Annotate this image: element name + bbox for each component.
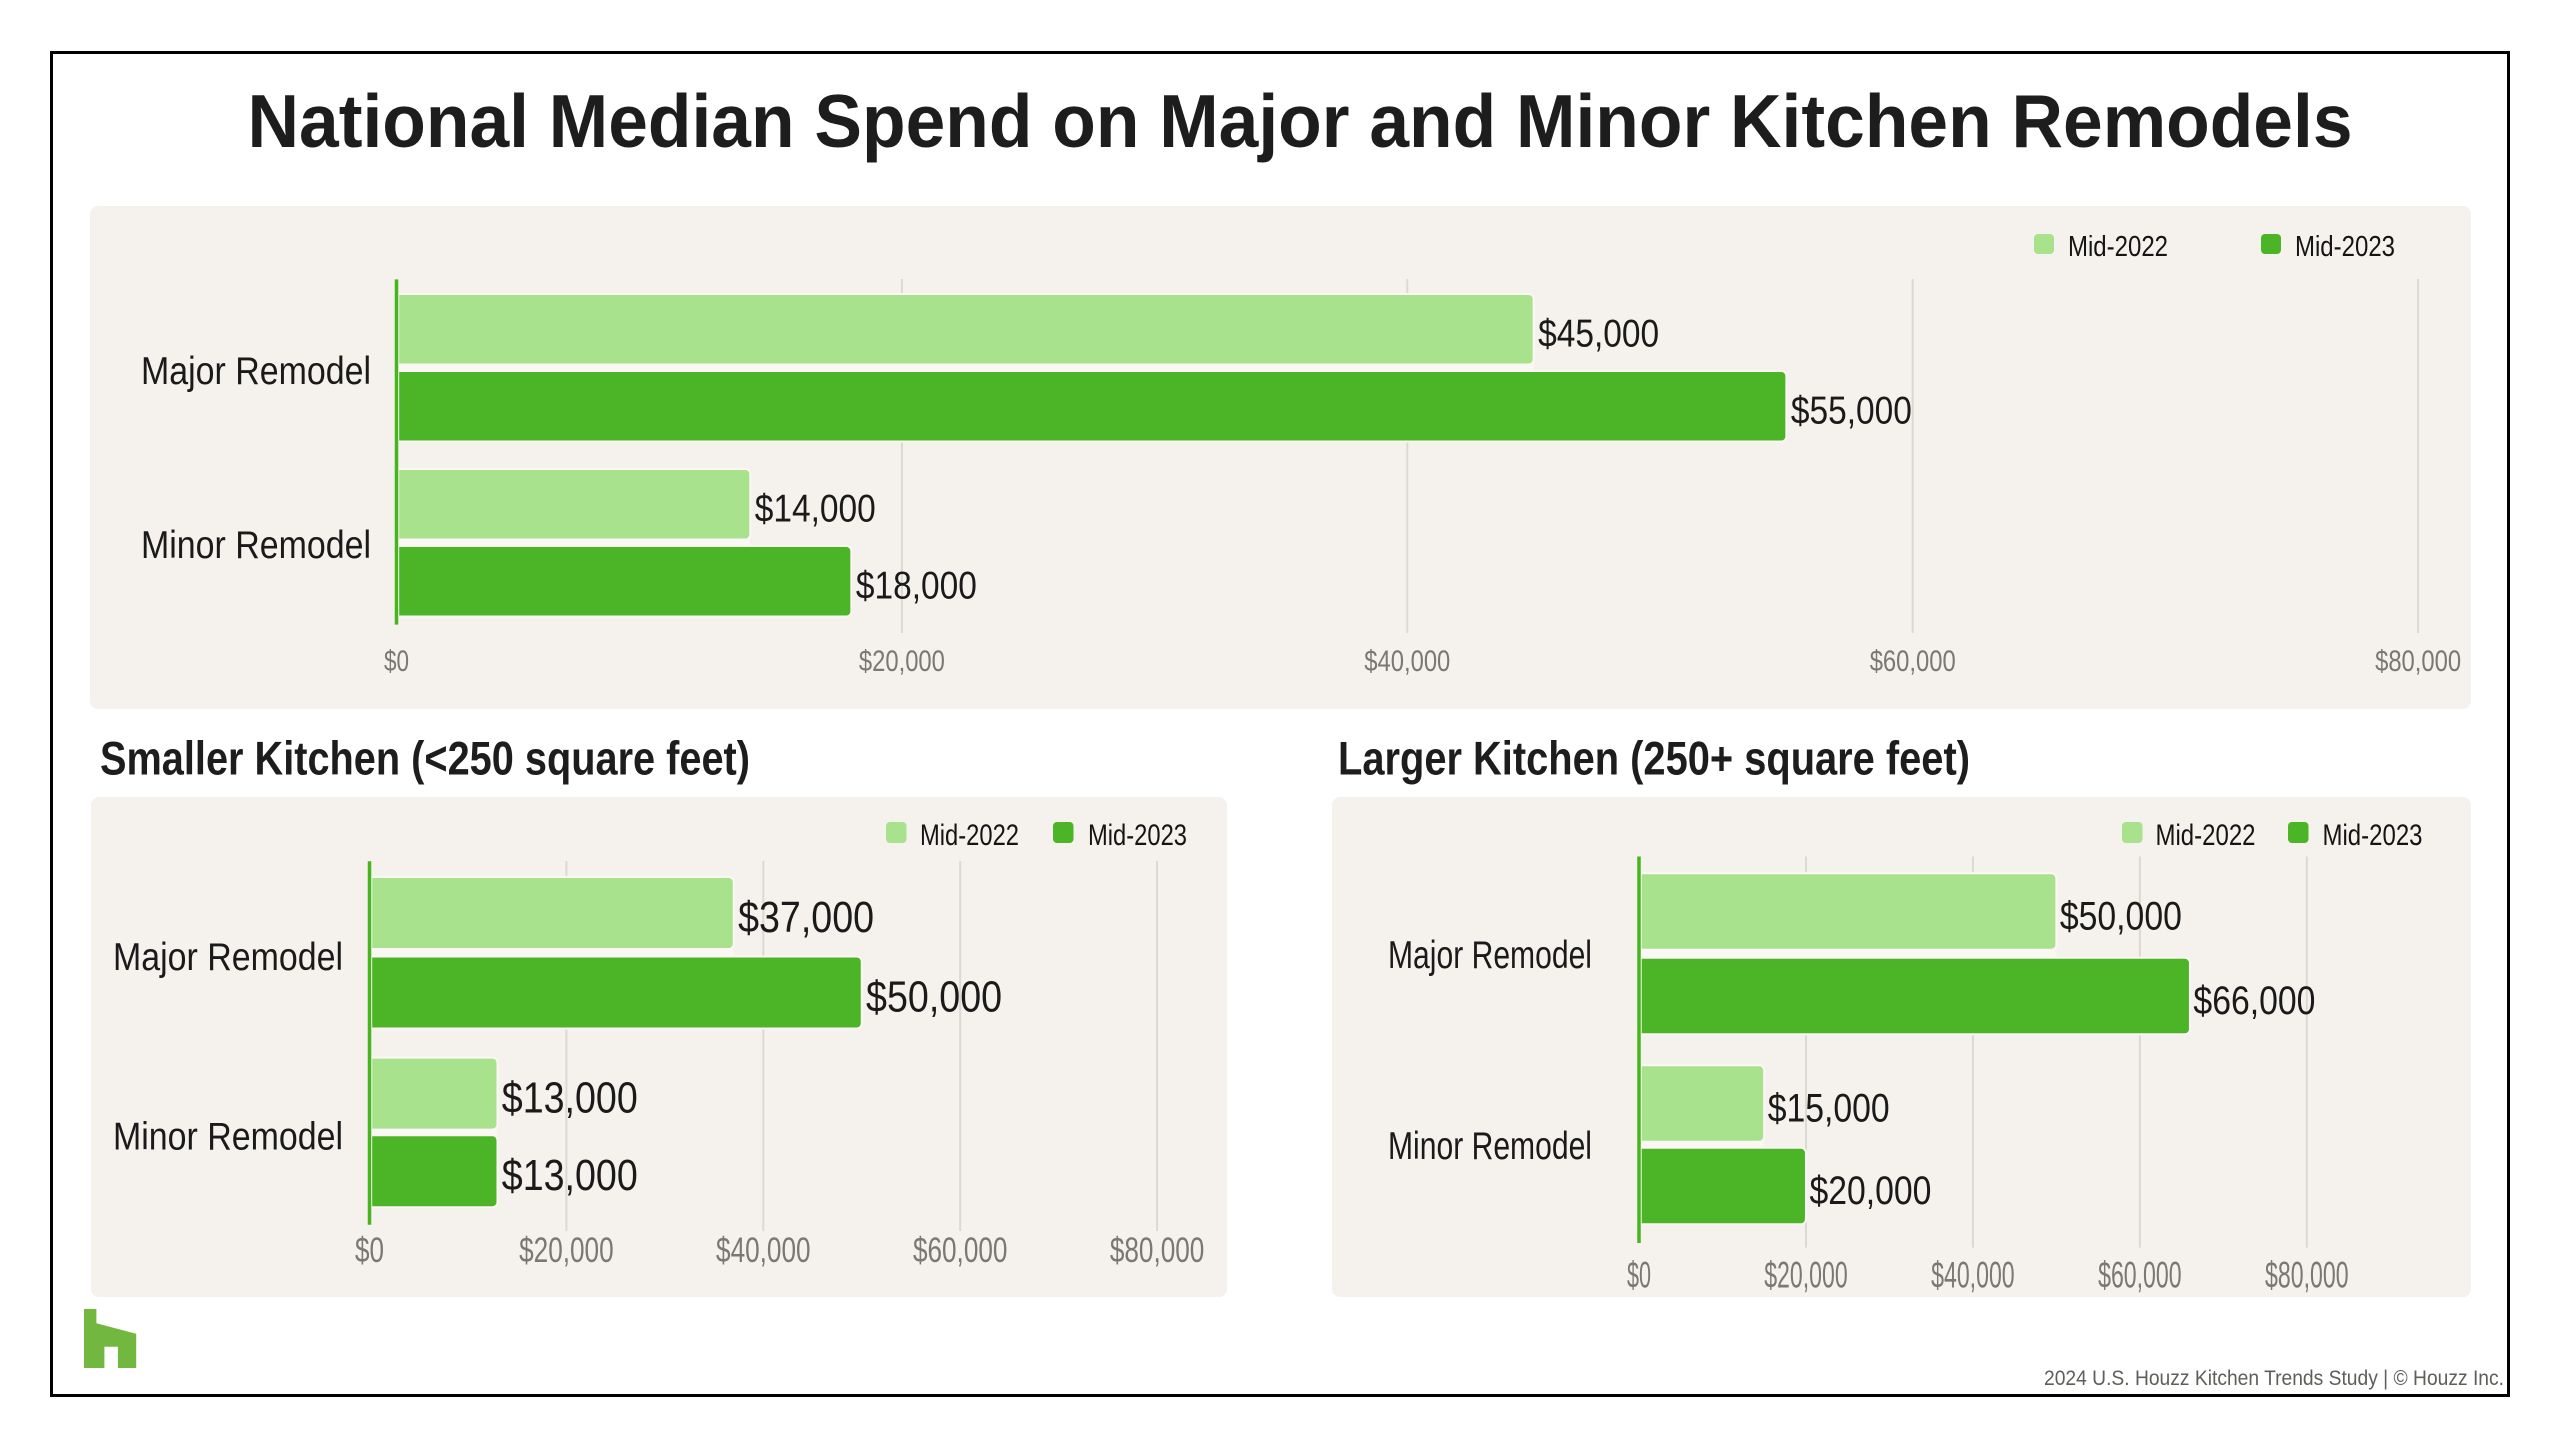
svg-text:Minor Remodel: Minor Remodel	[113, 1116, 343, 1159]
svg-text:Mid-2022: Mid-2022	[920, 819, 1019, 852]
svg-text:$50,000: $50,000	[866, 973, 1002, 1022]
svg-text:Minor Remodel: Minor Remodel	[141, 524, 371, 567]
svg-text:$15,000: $15,000	[1768, 1087, 1890, 1131]
svg-text:$40,000: $40,000	[716, 1231, 811, 1270]
svg-text:National Median Spend on Major: National Median Spend on Major and Minor…	[248, 79, 2353, 163]
svg-text:$55,000: $55,000	[1791, 389, 1912, 432]
svg-text:Major Remodel: Major Remodel	[141, 350, 371, 393]
svg-text:Mid-2023: Mid-2023	[2323, 819, 2423, 852]
svg-text:Major Remodel: Major Remodel	[113, 936, 343, 979]
svg-text:$40,000: $40,000	[1931, 1255, 2015, 1296]
svg-text:Major Remodel: Major Remodel	[1388, 934, 1592, 977]
svg-text:$20,000: $20,000	[1764, 1255, 1848, 1296]
svg-text:$45,000: $45,000	[1538, 312, 1659, 355]
svg-text:Minor Remodel: Minor Remodel	[1388, 1125, 1592, 1168]
svg-text:$60,000: $60,000	[1870, 645, 1956, 678]
svg-text:$80,000: $80,000	[2375, 645, 2461, 678]
svg-text:$80,000: $80,000	[1110, 1231, 1205, 1270]
svg-text:Mid-2023: Mid-2023	[2295, 231, 2395, 263]
svg-text:$80,000: $80,000	[2265, 1255, 2349, 1296]
svg-text:$60,000: $60,000	[2098, 1255, 2182, 1296]
svg-text:$66,000: $66,000	[2193, 979, 2315, 1023]
svg-text:Smaller Kitchen (<250 square f: Smaller Kitchen (<250 square feet)	[100, 732, 750, 785]
svg-text:2024 U.S. Houzz Kitchen Trends: 2024 U.S. Houzz Kitchen Trends Study | ©…	[2044, 1366, 2504, 1390]
svg-text:$40,000: $40,000	[1364, 645, 1450, 678]
svg-text:$14,000: $14,000	[755, 487, 876, 530]
svg-text:$20,000: $20,000	[1809, 1169, 1931, 1213]
svg-text:$0: $0	[355, 1231, 384, 1270]
svg-text:Mid-2022: Mid-2022	[2156, 819, 2256, 852]
svg-text:Mid-2023: Mid-2023	[1088, 819, 1187, 852]
svg-text:$18,000: $18,000	[856, 564, 977, 607]
svg-text:$20,000: $20,000	[519, 1231, 614, 1270]
svg-text:Larger Kitchen (250+ square fe: Larger Kitchen (250+ square feet)	[1338, 732, 1970, 785]
svg-text:$13,000: $13,000	[502, 1151, 638, 1200]
svg-text:$37,000: $37,000	[738, 893, 874, 942]
svg-text:Mid-2022: Mid-2022	[2068, 231, 2168, 263]
svg-text:$60,000: $60,000	[913, 1231, 1008, 1270]
svg-text:$20,000: $20,000	[859, 645, 945, 678]
svg-text:$0: $0	[1627, 1255, 1651, 1296]
svg-text:$0: $0	[384, 645, 409, 678]
svg-text:$13,000: $13,000	[502, 1074, 638, 1123]
svg-text:$50,000: $50,000	[2060, 894, 2182, 938]
